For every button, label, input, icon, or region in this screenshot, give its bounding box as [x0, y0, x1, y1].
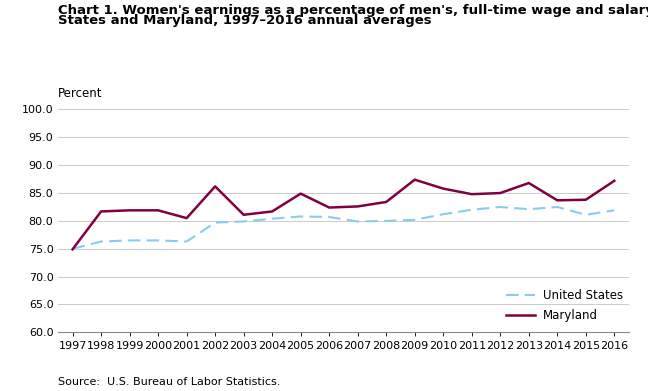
Maryland — [240, 212, 248, 217]
Maryland — [582, 197, 590, 202]
United States — [126, 238, 133, 243]
Maryland — [97, 209, 105, 214]
Line: Maryland: Maryland — [73, 180, 614, 249]
Maryland — [525, 181, 533, 185]
Legend: United States, Maryland: United States, Maryland — [506, 289, 623, 322]
United States — [610, 208, 618, 213]
Maryland — [411, 178, 419, 182]
United States — [525, 207, 533, 212]
Maryland — [468, 192, 476, 197]
United States — [154, 238, 162, 243]
Maryland — [211, 184, 219, 189]
United States — [69, 246, 76, 251]
Maryland — [183, 216, 191, 221]
United States — [468, 207, 476, 212]
Maryland — [553, 198, 561, 203]
United States — [439, 212, 447, 217]
United States — [411, 217, 419, 222]
United States — [183, 239, 191, 244]
Text: Percent: Percent — [58, 87, 103, 100]
Maryland — [268, 209, 276, 214]
Text: Source:  U.S. Bureau of Labor Statistics.: Source: U.S. Bureau of Labor Statistics. — [58, 377, 281, 387]
United States — [582, 212, 590, 217]
Maryland — [69, 247, 76, 252]
Maryland — [610, 178, 618, 183]
United States — [325, 215, 333, 219]
United States — [354, 219, 362, 224]
United States — [211, 220, 219, 225]
Line: United States: United States — [73, 207, 614, 249]
United States — [496, 204, 504, 209]
Maryland — [382, 200, 390, 204]
Text: Chart 1. Women's earnings as a percentage of men's, full-time wage and salary wo: Chart 1. Women's earnings as a percentag… — [58, 4, 648, 17]
United States — [268, 216, 276, 221]
Maryland — [126, 208, 133, 213]
Maryland — [154, 208, 162, 213]
United States — [553, 204, 561, 209]
Maryland — [325, 205, 333, 210]
Maryland — [354, 204, 362, 209]
Maryland — [496, 191, 504, 196]
Text: States and Maryland, 1997–2016 annual averages: States and Maryland, 1997–2016 annual av… — [58, 14, 432, 27]
Maryland — [439, 186, 447, 191]
United States — [382, 219, 390, 223]
United States — [97, 239, 105, 244]
United States — [240, 219, 248, 224]
Maryland — [297, 191, 305, 196]
United States — [297, 214, 305, 219]
